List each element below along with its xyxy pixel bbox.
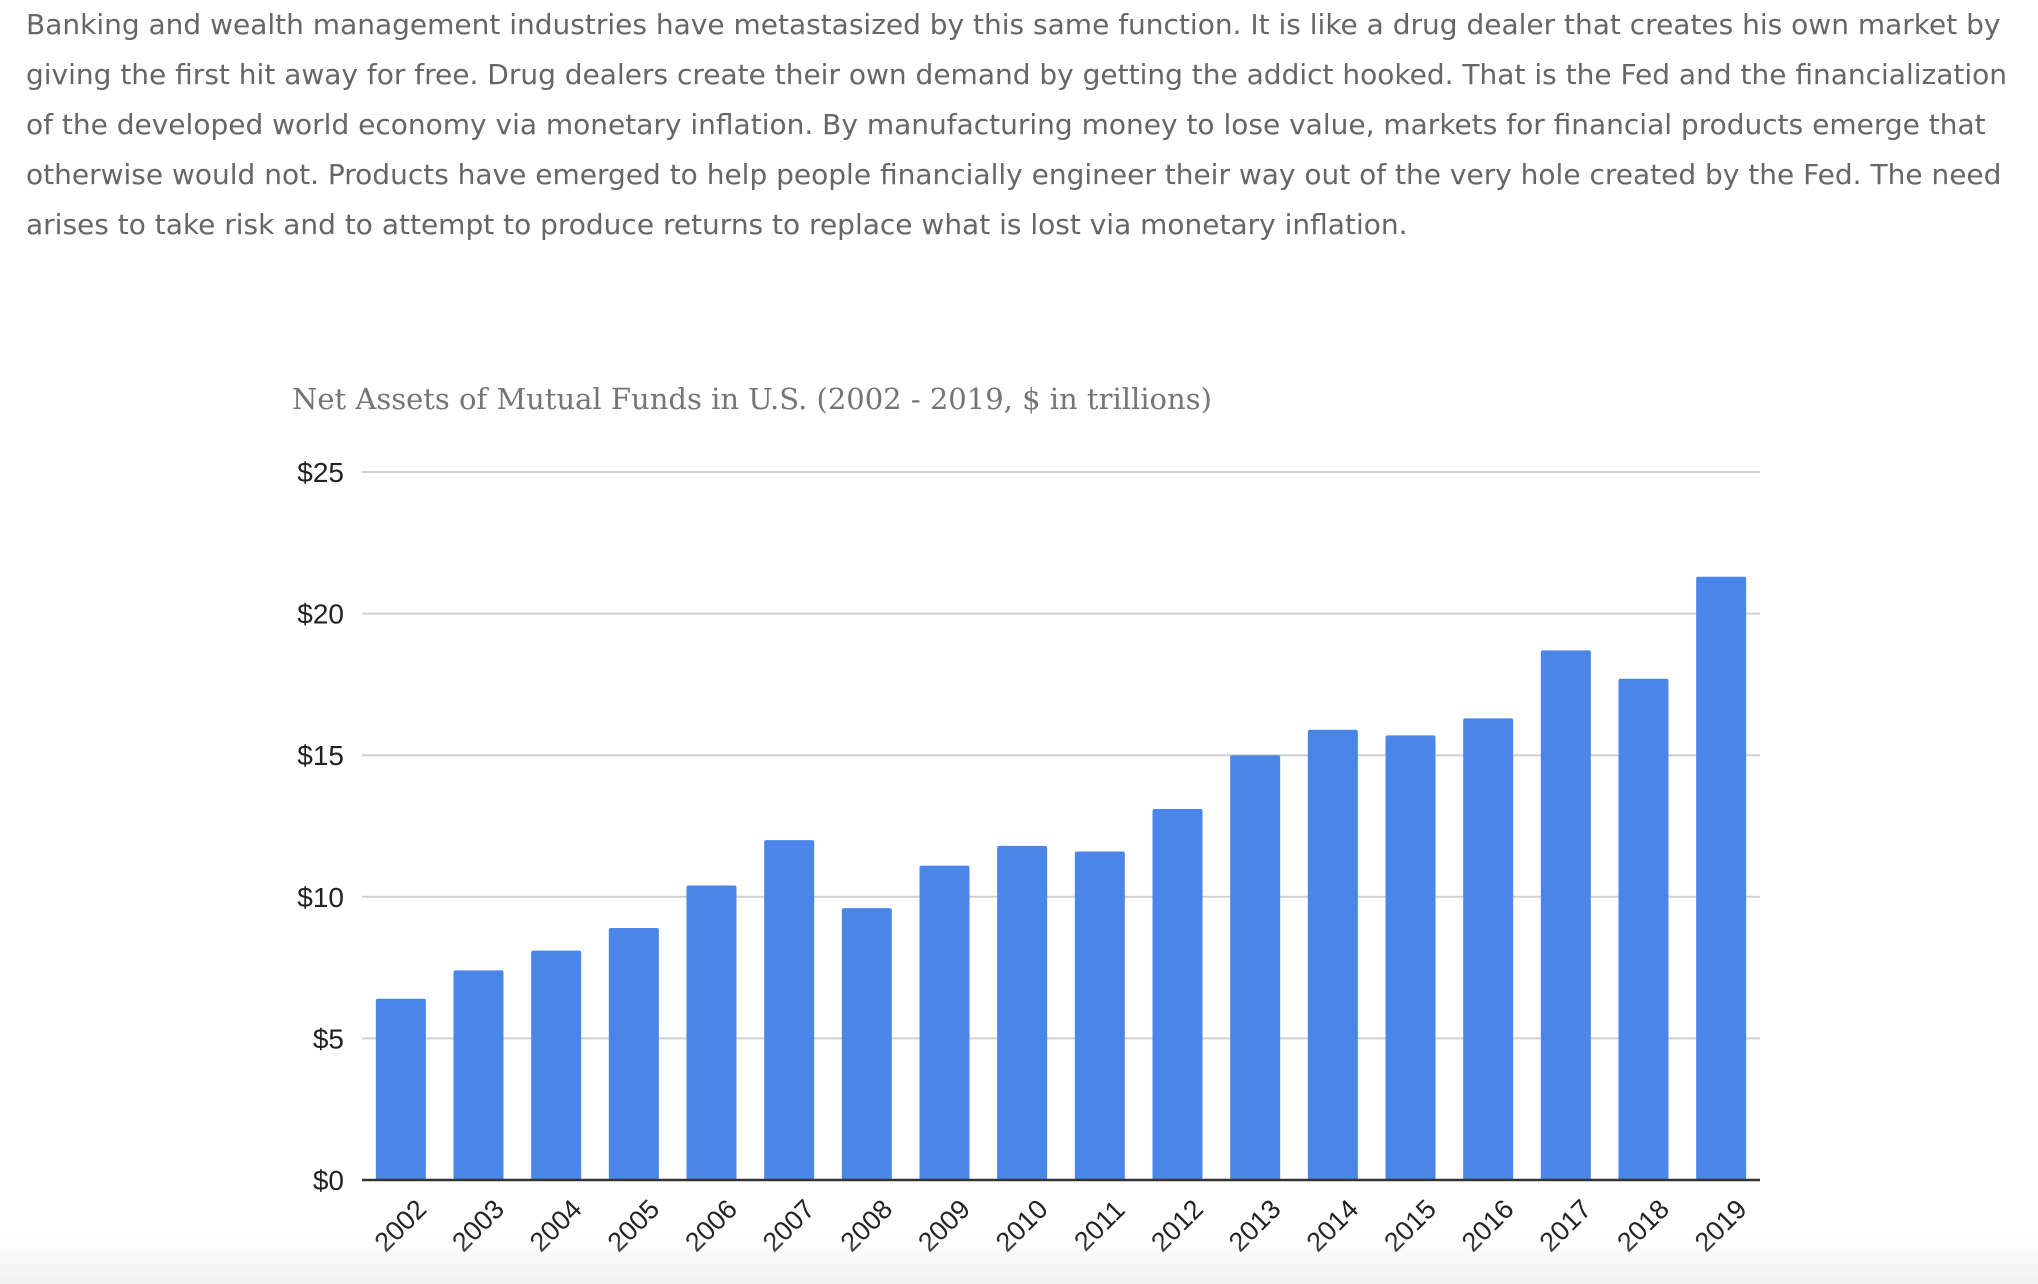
bar-2005 [608,927,659,1180]
x-tick-label: 2019 [1689,1194,1753,1258]
y-tick-label: $0 [313,1165,344,1196]
chart-canvas: $0$5$10$15$20$25 2002 2003 2004 2005 2006 200… [297,457,1760,1258]
bar-2018 [1618,678,1669,1180]
x-tick-label: 2008 [835,1194,899,1258]
bar-2016 [1463,718,1514,1180]
bar-2015 [1385,735,1436,1180]
x-tick-label: 2006 [679,1194,743,1258]
y-tick-label: $5 [313,1023,344,1054]
gridlines [362,471,1760,1040]
article-paragraph: Banking and wealth management industries… [26,8,2008,241]
bar-2006 [686,885,737,1180]
y-tick-label: $10 [297,882,344,913]
bar-2013 [1230,755,1281,1180]
bar-chart: $0 $5 $10 $15 $20 $25 2002 2003 2004 2005 2006 200… [0,360,2038,1284]
y-tick-label: $25 [297,457,344,488]
bar-2009 [919,865,970,1180]
x-tick-label: 2010 [990,1194,1054,1258]
bar-2004 [531,950,582,1180]
bar-2002 [375,998,426,1180]
y-tick-label: $15 [297,740,344,771]
bar-2012 [1152,809,1203,1180]
x-tick-label: 2003 [446,1194,510,1258]
chart-title: Net Assets of Mutual Funds in U.S. (2002… [292,382,1212,416]
x-tick-label: 2017 [1534,1194,1598,1258]
x-tick-label: 2014 [1301,1194,1365,1258]
bar-2007 [764,840,815,1180]
x-tick-label: 2009 [912,1194,976,1258]
bar-2008 [841,908,892,1180]
x-tick-label: 2018 [1611,1194,1675,1258]
x-tick-label: 2011 [1068,1195,1130,1257]
x-tick-label: 2016 [1456,1194,1520,1258]
x-tick-label: 2007 [757,1194,821,1258]
x-tick-label: 2015 [1378,1194,1442,1258]
bar-2003 [453,970,504,1180]
bars [375,576,1747,1180]
bar-2017 [1540,650,1591,1180]
bar-2010 [997,845,1048,1180]
x-tick-label: 2005 [602,1194,666,1258]
x-tick-label: 2002 [369,1194,433,1258]
x-tick-label: 2013 [1223,1194,1287,1258]
x-tick-label: 2004 [524,1194,588,1258]
x-axis-ticks: 2002 2003 2004 2005 2006 2007 2008 2009 2010 2011… [369,1194,1753,1258]
bar-2019 [1696,576,1747,1180]
bar-2014 [1307,729,1358,1180]
y-axis-ticks: $0 $5 $10 $15 $20 $25 [297,457,344,1196]
bar-2011 [1074,851,1125,1180]
y-tick-label: $20 [297,599,344,630]
x-tick-label: 2012 [1145,1194,1209,1258]
